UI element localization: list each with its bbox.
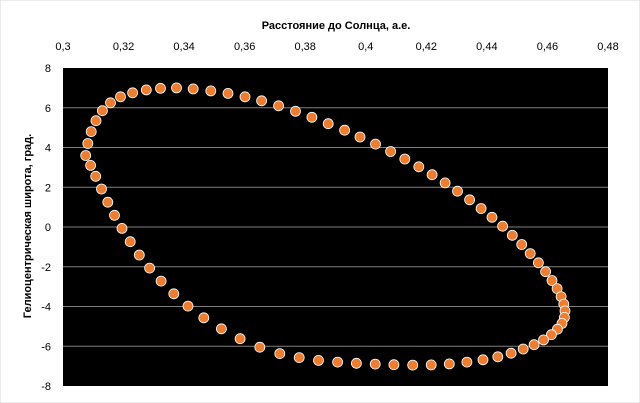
- data-point: [313, 354, 324, 366]
- x-tick-label: 0,38: [295, 41, 316, 53]
- data-point: [492, 351, 504, 363]
- data-point: [475, 203, 487, 214]
- data-point: [385, 146, 397, 157]
- data-point: [407, 359, 419, 371]
- data-points: [80, 82, 571, 371]
- y-tick-label: 4: [45, 143, 51, 155]
- data-point: [506, 229, 518, 241]
- y-tick-label: 6: [45, 103, 51, 115]
- data-point: [546, 329, 557, 341]
- data-point: [90, 115, 102, 127]
- data-point: [97, 105, 108, 117]
- data-point: [388, 359, 400, 371]
- data-point: [413, 161, 425, 173]
- data-point: [477, 354, 489, 366]
- y-tick-label: 2: [45, 182, 51, 194]
- data-point: [222, 88, 234, 99]
- data-point: [85, 126, 97, 138]
- data-point: [102, 196, 114, 208]
- data-point: [133, 249, 145, 261]
- x-axis-tick-labels: 0,3 0,32 0,34 0,36 0,38 0,4 0,42 0,44 0,46 0,48: [55, 41, 618, 53]
- x-tick-label: 0,48: [597, 41, 618, 53]
- y-tick-label: 0: [45, 222, 51, 234]
- data-point: [140, 84, 152, 96]
- data-point: [443, 358, 455, 370]
- data-point: [322, 118, 334, 130]
- data-point: [293, 352, 305, 364]
- x-tick-label: 0,44: [476, 41, 497, 53]
- data-point: [546, 275, 558, 286]
- data-point: [187, 83, 199, 95]
- data-point: [528, 339, 540, 351]
- data-point: [370, 138, 381, 150]
- x-tick-label: 0,36: [234, 41, 255, 53]
- data-point: [124, 236, 136, 248]
- data-point: [127, 87, 139, 99]
- data-point: [115, 91, 126, 103]
- data-point: [205, 85, 217, 97]
- data-point: [274, 348, 286, 360]
- data-point: [354, 131, 366, 143]
- y-tick-label: -4: [41, 302, 51, 314]
- data-point: [85, 159, 96, 171]
- data-point: [452, 185, 463, 197]
- data-point: [425, 359, 437, 371]
- y-tick-label: -6: [41, 341, 51, 353]
- data-point: [517, 343, 529, 355]
- data-point: [155, 82, 166, 94]
- data-point: [540, 266, 551, 278]
- data-point: [290, 105, 301, 117]
- data-point: [80, 150, 92, 161]
- data-point: [254, 341, 266, 353]
- x-axis-title: Расстояние до Солнца, а.е.: [262, 20, 411, 32]
- data-point: [464, 194, 476, 206]
- data-point: [182, 300, 194, 312]
- y-axis-title: Гелиоцентрическая широта, град.: [22, 134, 34, 318]
- data-point: [426, 169, 438, 181]
- data-point: [273, 100, 285, 112]
- data-point: [497, 220, 509, 232]
- data-point: [82, 138, 94, 149]
- data-point: [486, 211, 498, 223]
- data-point: [144, 262, 156, 274]
- data-point: [198, 312, 210, 324]
- data-point: [168, 288, 180, 300]
- data-point: [339, 124, 351, 136]
- data-point: [533, 257, 544, 269]
- data-point: [369, 358, 381, 370]
- data-point: [215, 323, 227, 335]
- data-point: [505, 347, 517, 359]
- data-point: [109, 209, 120, 221]
- y-axis-tick-labels: 8 6 4 2 0 -2 -4 -6 -8: [41, 63, 51, 393]
- data-point: [306, 111, 318, 123]
- data-point: [239, 91, 251, 103]
- x-tick-label: 0,34: [173, 41, 194, 53]
- data-point: [234, 333, 246, 345]
- data-point: [256, 95, 268, 107]
- y-tick-label: -8: [41, 381, 51, 393]
- data-point: [171, 82, 182, 94]
- x-tick-label: 0,32: [113, 41, 134, 53]
- x-tick-label: 0,42: [416, 41, 437, 53]
- data-point: [90, 170, 102, 182]
- data-point: [96, 183, 107, 195]
- data-point: [461, 356, 473, 368]
- data-point: [155, 275, 167, 287]
- y-tick-label: -2: [41, 262, 51, 274]
- data-point: [439, 177, 451, 189]
- data-point: [105, 97, 116, 109]
- data-point: [116, 222, 128, 234]
- data-point: [350, 357, 362, 369]
- data-point: [332, 356, 344, 368]
- x-tick-label: 0,3: [55, 41, 70, 53]
- x-tick-label: 0,4: [358, 41, 373, 53]
- data-point: [524, 248, 536, 260]
- y-tick-label: 8: [45, 63, 51, 75]
- data-point: [538, 334, 549, 346]
- x-tick-label: 0,46: [537, 41, 558, 53]
- data-point: [399, 153, 411, 165]
- data-point: [516, 239, 528, 250]
